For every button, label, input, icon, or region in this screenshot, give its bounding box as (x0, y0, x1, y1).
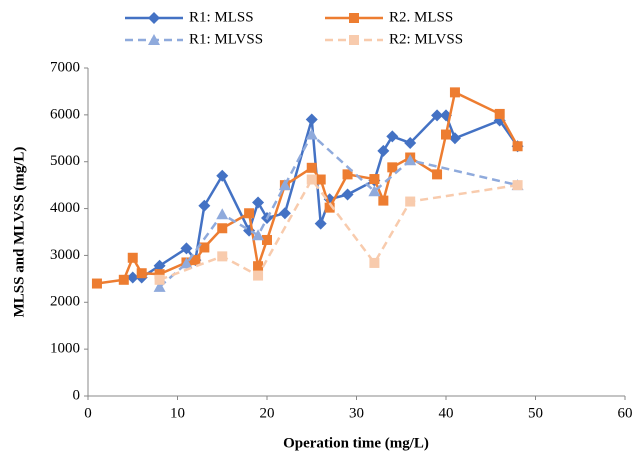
y-tick-label: 5000 (50, 153, 80, 169)
data-point (386, 130, 399, 143)
data-point (341, 188, 354, 201)
data-point (378, 195, 389, 206)
data-point (253, 261, 264, 272)
legend-marker (349, 13, 359, 23)
y-tick-label: 2000 (50, 294, 80, 310)
data-point (404, 154, 417, 166)
data-point (369, 174, 380, 185)
data-point (431, 109, 444, 122)
x-axis-title: Operation time (mg/L) (283, 435, 429, 451)
data-point (368, 185, 381, 197)
data-point (512, 141, 523, 152)
y-tick-label: 3000 (50, 247, 80, 263)
data-point (190, 255, 201, 266)
data-point (306, 174, 317, 185)
x-tick-label: 50 (528, 405, 543, 421)
y-tick-label: 7000 (50, 59, 80, 75)
data-point (136, 268, 147, 279)
series-line (158, 132, 518, 288)
data-point (252, 196, 265, 209)
data-point (153, 259, 166, 272)
legend-label: R2. MLSS (389, 9, 453, 25)
x-tick-label: 20 (260, 405, 275, 421)
data-point (262, 234, 272, 245)
data-point (180, 242, 193, 255)
data-point (126, 271, 139, 284)
legend-marker (148, 12, 160, 24)
y-tick-label: 6000 (50, 106, 80, 122)
data-point (198, 199, 211, 212)
data-point (252, 229, 265, 241)
legend-marker (148, 34, 160, 45)
data-point (405, 196, 416, 207)
data-point (305, 128, 318, 140)
legend-label: R1: MLVSS (189, 31, 263, 47)
data-point (449, 87, 460, 98)
data-point (369, 257, 380, 268)
x-tick-label: 10 (170, 405, 185, 421)
data-point (404, 136, 417, 149)
data-point (127, 252, 138, 263)
x-tick-label: 60 (618, 405, 633, 421)
data-point (512, 180, 523, 191)
x-tick-label: 40 (439, 405, 454, 421)
data-point (180, 257, 193, 269)
data-point (154, 274, 165, 285)
y-axis-title: MLSS and MLVSS (mg/L) (11, 147, 27, 318)
data-point (217, 223, 228, 234)
data-point (154, 269, 165, 280)
data-point (387, 162, 398, 173)
data-point (199, 242, 210, 253)
legend-label: R2: MLVSS (389, 31, 463, 47)
data-point (216, 169, 229, 182)
data-point (253, 270, 264, 281)
series-line (159, 177, 518, 281)
legend-label: R1: MLSS (189, 9, 254, 25)
y-tick-label: 4000 (50, 200, 80, 216)
data-point (342, 169, 353, 180)
data-point (278, 207, 291, 220)
data-point (216, 208, 229, 220)
y-tick-label: 1000 (50, 341, 80, 357)
data-point (432, 169, 443, 180)
data-point (217, 251, 228, 262)
legend-marker (349, 35, 359, 45)
data-point (306, 162, 317, 173)
data-point (377, 144, 390, 157)
data-point (91, 278, 102, 289)
data-point (441, 129, 451, 140)
data-point (494, 108, 505, 119)
data-point (305, 113, 318, 126)
x-tick-label: 0 (84, 405, 92, 421)
data-point (315, 174, 326, 185)
data-point (153, 280, 166, 292)
data-point (118, 274, 129, 285)
y-tick-label: 0 (73, 387, 81, 403)
data-point (244, 208, 255, 219)
data-point (278, 179, 291, 191)
data-point (324, 202, 335, 213)
data-point (448, 132, 461, 145)
data-point (314, 217, 327, 230)
x-tick-label: 30 (349, 405, 364, 421)
